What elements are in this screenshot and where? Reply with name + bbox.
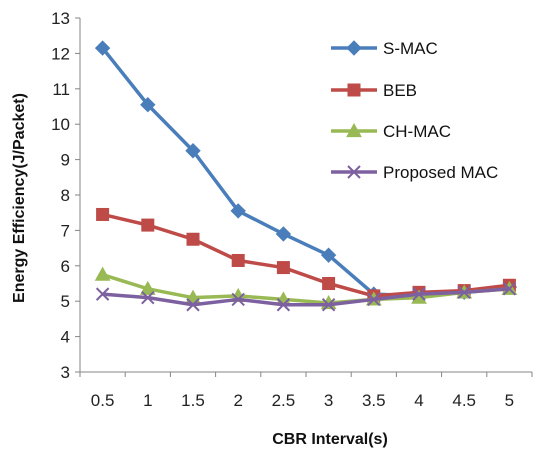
data-point-proposed-mac: [276, 298, 291, 312]
data-point-proposed-mac: [321, 298, 336, 312]
y-tick-label: 3: [61, 363, 70, 382]
data-point-s-mac: [185, 143, 201, 159]
legend-label: S-MAC: [383, 39, 438, 58]
data-point-ch-mac: [94, 266, 111, 281]
x-tick-label: 1: [143, 391, 152, 410]
y-tick-label: 12: [51, 44, 70, 63]
marker-stroke: [367, 292, 381, 307]
y-tick-label: 4: [61, 328, 70, 347]
data-point-proposed-mac: [412, 287, 426, 301]
y-tick-label: 8: [61, 186, 70, 205]
x-tick-label: 5: [505, 391, 514, 410]
legend-marker: [347, 83, 361, 97]
marker-stroke: [95, 287, 110, 301]
legend-item-ch-mac: CH-MAC: [331, 122, 451, 141]
x-tick-label: 4: [414, 391, 423, 410]
data-point-beb: [322, 277, 336, 290]
marker-stroke: [502, 282, 517, 296]
data-point-s-mac: [140, 97, 156, 113]
marker-stroke: [347, 165, 361, 179]
y-axis-title: Energy Efficiency(J/Packet): [11, 93, 28, 303]
x-tick-label: 3: [324, 391, 333, 410]
series-layer: [94, 40, 518, 312]
legend: S-MAC BEB CH-MAC Proposed MAC: [331, 39, 498, 182]
marker-stroke: [457, 285, 471, 300]
series-line-beb: [102, 212, 510, 298]
y-tick-label: 9: [61, 151, 70, 170]
legend-item-s-mac: S-MAC: [331, 39, 438, 58]
x-tick-label: 2: [233, 391, 242, 410]
series-line-proposed-mac: [102, 287, 510, 307]
data-point-proposed-mac: [367, 292, 381, 307]
y-tick-label: 7: [61, 221, 70, 240]
series-proposed-mac: [95, 282, 517, 312]
data-point-proposed-mac: [231, 292, 245, 307]
legend-item-proposed-mac: Proposed MAC: [331, 163, 498, 182]
data-point-proposed-mac: [141, 290, 155, 305]
marker-stroke: [141, 290, 155, 305]
series-line-ch-mac: [102, 272, 510, 305]
data-point-s-mac: [230, 203, 246, 219]
data-point-proposed-mac: [502, 282, 517, 296]
data-point-beb: [276, 261, 290, 275]
x-tick-label: 2.5: [272, 391, 296, 410]
legend-label: CH-MAC: [383, 122, 451, 141]
marker-stroke: [186, 298, 200, 312]
x-axis-ticks: 0.5 1 1.5 2 2.5 3 3.5 4 4.5 5: [79, 372, 533, 410]
series-beb: [96, 207, 516, 303]
legend-marker: [346, 122, 362, 138]
x-tick-label: 1.5: [181, 391, 205, 410]
legend-item-beb: BEB: [331, 81, 417, 100]
plot-area: [79, 18, 532, 373]
data-point-beb: [186, 232, 200, 246]
y-tick-label: 10: [51, 115, 70, 134]
data-point-proposed-mac: [95, 287, 110, 301]
y-tick-label: 13: [51, 9, 70, 28]
data-point-beb: [141, 218, 155, 232]
marker-stroke: [231, 292, 245, 307]
y-tick-label: 11: [52, 80, 70, 99]
y-tick-label: 6: [61, 257, 70, 276]
marker-stroke: [412, 287, 426, 301]
data-point-s-mac: [94, 40, 111, 56]
marker-stroke: [276, 298, 291, 312]
legend-marker: [346, 40, 362, 56]
y-axis-ticks: 3 4 5 6 7 8 9 10 11 12 13: [51, 9, 80, 382]
x-tick-label: 4.5: [452, 391, 476, 410]
marker-stroke: [321, 298, 336, 312]
x-axis-title: CBR Interval(s): [272, 431, 388, 448]
legend-marker: [347, 165, 361, 179]
data-point-proposed-mac: [186, 298, 200, 312]
x-tick-label: 3.5: [362, 391, 386, 410]
data-point-ch-mac: [139, 280, 156, 295]
legend-label: Proposed MAC: [383, 163, 498, 182]
x-tick-label: 0.5: [91, 391, 115, 410]
data-point-beb: [96, 207, 110, 221]
y-tick-label: 5: [61, 292, 70, 311]
data-point-s-mac: [275, 226, 292, 242]
legend-label: BEB: [383, 81, 417, 100]
data-point-beb: [231, 253, 245, 267]
data-point-s-mac: [320, 247, 337, 263]
data-point-proposed-mac: [457, 285, 471, 300]
